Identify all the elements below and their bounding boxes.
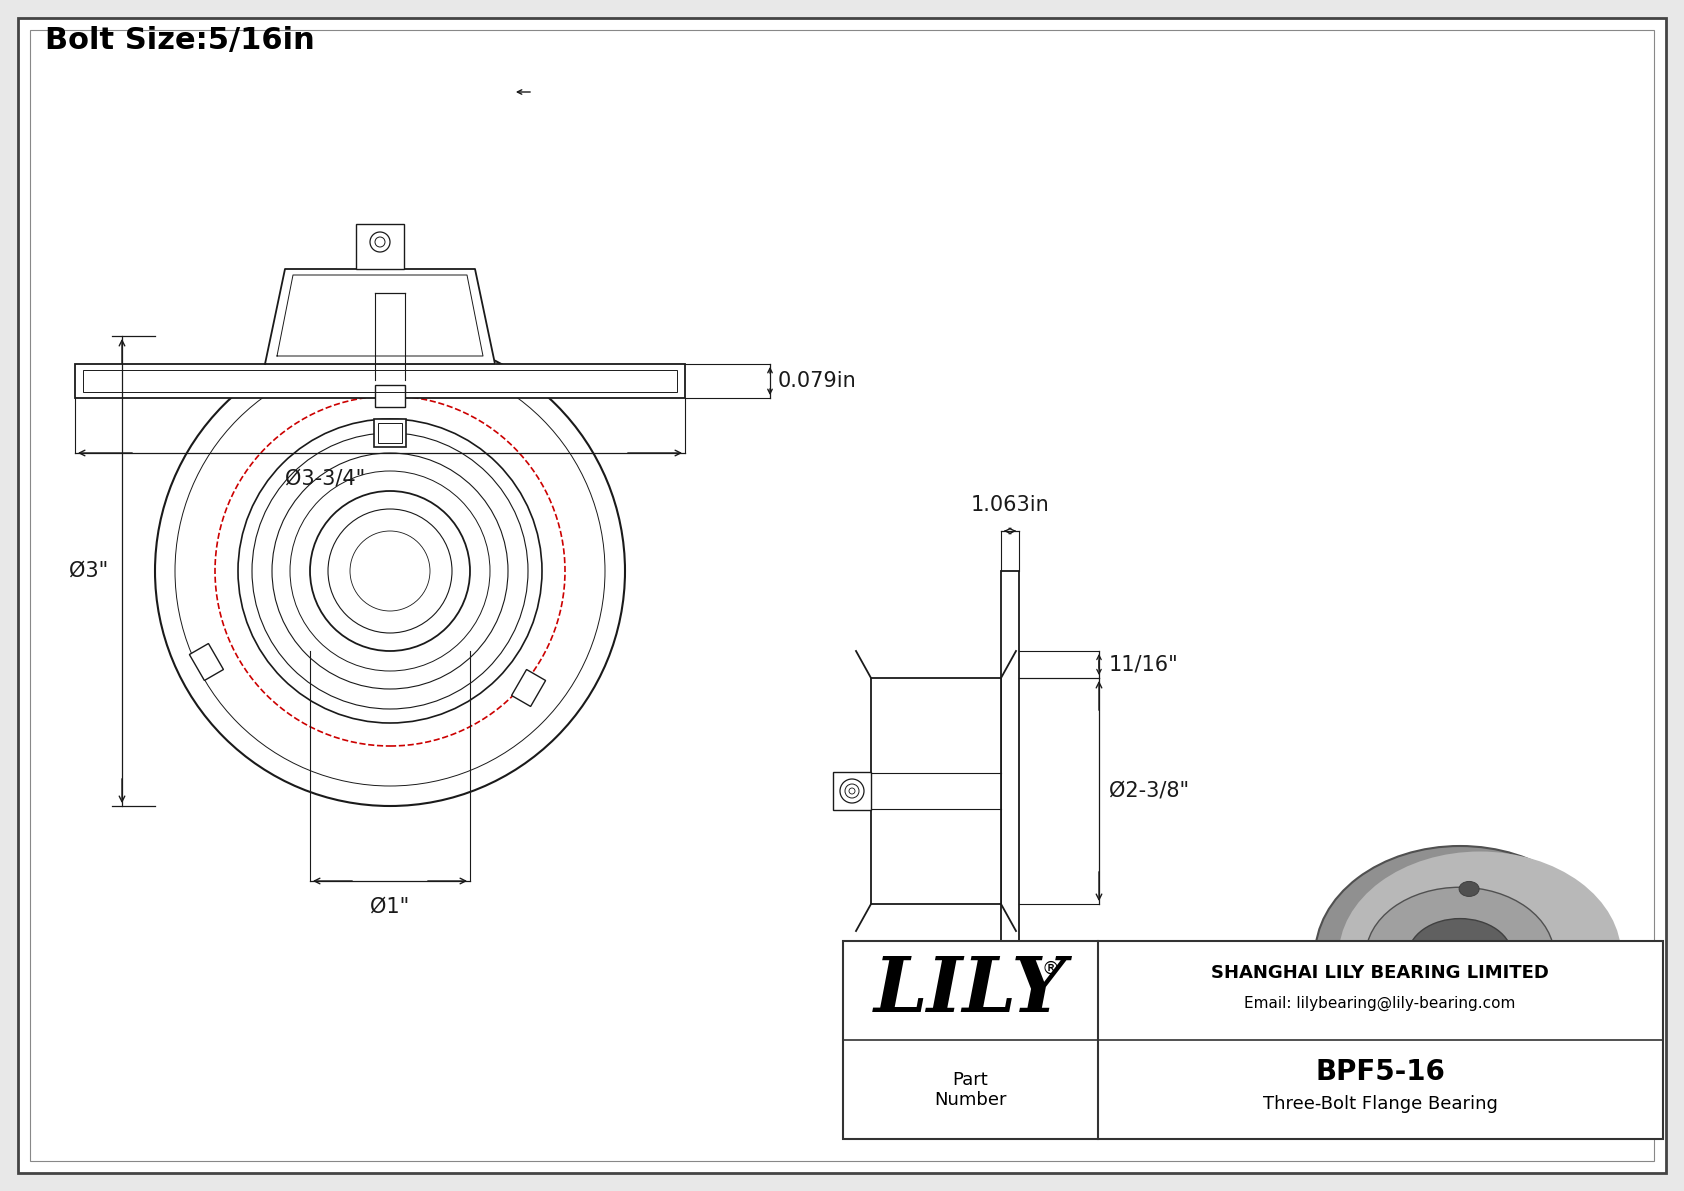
Text: Ø2-3/8": Ø2-3/8": [1110, 781, 1189, 802]
Text: 1.063in: 1.063in: [970, 495, 1049, 515]
Bar: [377, 423, 402, 443]
Bar: [76, 364, 685, 398]
Bar: [995, 1011, 1024, 1041]
Text: Ø3-3/4": Ø3-3/4": [285, 469, 365, 490]
Text: Part
Number: Part Number: [933, 1071, 1007, 1109]
Text: Email: lilybearing@lily-bearing.com: Email: lilybearing@lily-bearing.com: [1244, 996, 1516, 1011]
Ellipse shape: [1458, 881, 1479, 897]
Text: LILY: LILY: [874, 954, 1066, 1028]
Bar: [871, 678, 1000, 904]
Bar: [512, 669, 546, 706]
Text: Ø3": Ø3": [69, 561, 108, 581]
Bar: [374, 419, 406, 447]
Text: SHANGHAI LILY BEARING LIMITED: SHANGHAI LILY BEARING LIMITED: [1211, 964, 1549, 983]
Ellipse shape: [1315, 846, 1605, 1066]
Text: Bolt Size:5/16in: Bolt Size:5/16in: [45, 26, 315, 55]
Bar: [355, 224, 404, 269]
Ellipse shape: [1536, 987, 1556, 1002]
Text: 11/16": 11/16": [1110, 655, 1179, 674]
Text: Ø1": Ø1": [370, 897, 409, 917]
Text: Three-Bolt Flange Bearing: Three-Bolt Flange Bearing: [1263, 1095, 1497, 1114]
Ellipse shape: [1440, 944, 1495, 984]
Bar: [83, 370, 677, 392]
Bar: [834, 772, 871, 810]
Bar: [376, 385, 404, 407]
Ellipse shape: [1366, 887, 1554, 1024]
Text: 0.079in: 0.079in: [778, 372, 857, 391]
Text: ®: ®: [1041, 960, 1059, 978]
Bar: [189, 643, 224, 680]
Ellipse shape: [1408, 918, 1512, 993]
Bar: [1000, 570, 1019, 1011]
Bar: [844, 941, 1664, 1139]
Text: 11/32": 11/32": [413, 283, 482, 303]
Text: BPF5-16: BPF5-16: [1315, 1058, 1445, 1086]
Polygon shape: [264, 269, 495, 364]
Ellipse shape: [1356, 977, 1376, 992]
Ellipse shape: [1339, 852, 1622, 1060]
